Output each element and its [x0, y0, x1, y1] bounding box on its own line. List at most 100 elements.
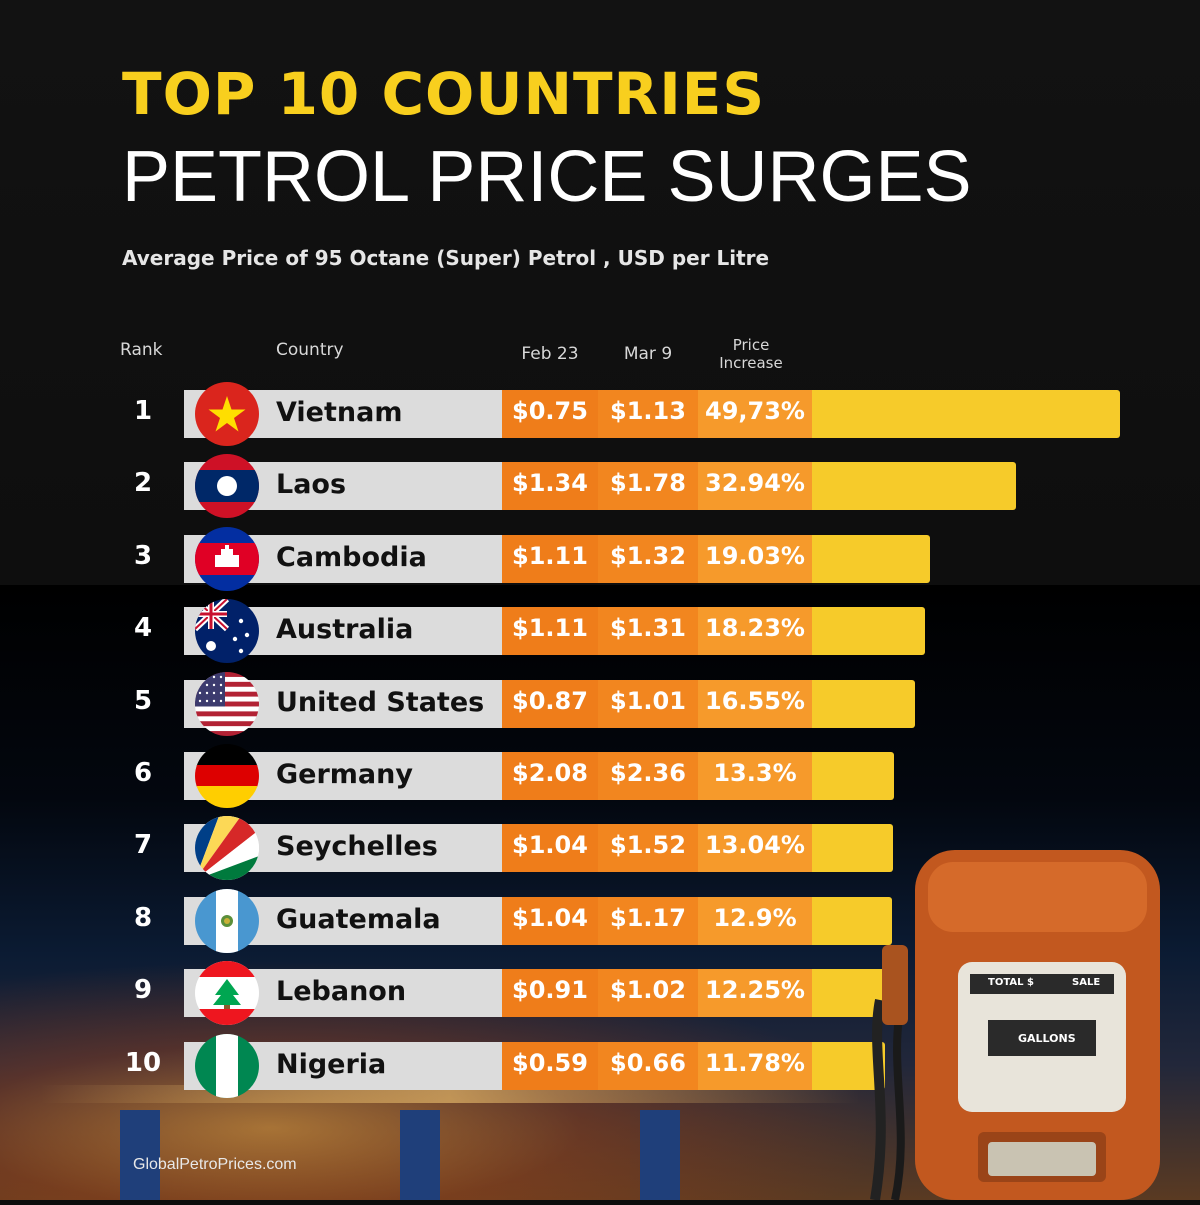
- rank-number: 5: [133, 685, 153, 716]
- increase-cell: [698, 390, 812, 438]
- rank-number: 2: [133, 468, 153, 499]
- mar-price: $0.66: [610, 1048, 686, 1077]
- pump-total-label: TOTAL $: [988, 977, 1034, 988]
- mar-price: $1.78: [610, 469, 686, 498]
- feb-cell: [502, 534, 598, 583]
- feb-price: $1.34: [512, 469, 588, 498]
- increase-cell: [698, 969, 812, 1018]
- increase-cell: [698, 679, 812, 728]
- pump-gallons-label: GALLONS: [1018, 1032, 1076, 1045]
- lebanon-flag-icon: [195, 961, 259, 1026]
- table-row: 4 Australia $1.11 $1.31 18.23%: [0, 599, 1200, 664]
- increase-column-header: Price Increase: [698, 336, 804, 372]
- title-line-2: PETROL PRICE SURGES: [122, 137, 972, 217]
- table-row: 5 United States $0.87 $1.01 16.55%: [0, 671, 1200, 736]
- rank-number: 10: [124, 1047, 162, 1078]
- mar-cell: [598, 679, 698, 728]
- feb-price: $0.75: [512, 397, 588, 425]
- increase-cell: [698, 1041, 812, 1090]
- country-name: Australia: [276, 614, 414, 646]
- table-row: 7 Seychelles $1.04 $1.52 13.04%: [0, 816, 1200, 881]
- feb-cell: [502, 969, 598, 1018]
- feb-price: $1.11: [512, 614, 588, 643]
- mar-cell: [598, 607, 698, 656]
- increase-cell: [698, 534, 812, 583]
- increase-cell: [698, 752, 812, 800]
- rank-number: 7: [133, 830, 153, 861]
- country-name: Laos: [276, 469, 347, 501]
- rank-number: 6: [133, 758, 153, 788]
- price-increase: 49,73%: [705, 397, 805, 425]
- table-row: 10 Nigeria $0.59 $0.66 11.78%: [0, 1033, 1200, 1098]
- rank-number: 4: [133, 613, 153, 644]
- increase-cell: [698, 824, 812, 873]
- cambodia-flag-icon: [195, 526, 259, 591]
- mar-cell: [598, 1041, 698, 1090]
- mar-cell: [598, 390, 698, 438]
- mar-cell: [598, 969, 698, 1018]
- price-increase: 16.55%: [705, 686, 805, 715]
- germany-flag-icon: [195, 744, 259, 808]
- country-name: Guatemala: [276, 903, 441, 935]
- increase-bar: [812, 896, 892, 945]
- vietnam-flag-icon: [195, 382, 259, 446]
- price-increase: 32.94%: [705, 469, 805, 498]
- seychelles-flag-icon: [195, 816, 259, 881]
- price-increase: 12.9%: [713, 903, 797, 932]
- station-pillar: [640, 1110, 680, 1200]
- australia-flag-icon: [195, 599, 259, 664]
- table-row: 8 Guatemala $1.04 $1.17 12.9%: [0, 888, 1200, 953]
- table-row: 2 Laos $1.34 $1.78 32.94%: [0, 454, 1200, 519]
- increase-bar: [812, 607, 926, 656]
- country-name: Lebanon: [276, 976, 407, 1008]
- country-name: Cambodia: [276, 541, 427, 573]
- rank-column-header: Rank: [120, 340, 163, 360]
- increase-header-line-1: Price: [732, 336, 770, 354]
- feb-cell: [502, 679, 598, 728]
- rank-number: 9: [133, 975, 153, 1006]
- country-column-header: Country: [276, 340, 344, 360]
- increase-bar: [812, 679, 915, 728]
- feb-cell: [502, 1041, 598, 1090]
- mar-cell: [598, 752, 698, 800]
- feb-cell: [502, 607, 598, 656]
- mar-price: $1.17: [610, 903, 686, 932]
- price-increase: 12.25%: [705, 976, 805, 1005]
- mar-price: $2.36: [610, 759, 686, 787]
- feb-cell: [502, 824, 598, 873]
- pump-sale-label: SALE: [1072, 977, 1101, 988]
- mar-price: $1.32: [610, 541, 686, 570]
- feb-price: $0.91: [512, 976, 588, 1005]
- rank-number: 1: [133, 396, 153, 426]
- laos-flag-icon: [195, 454, 259, 519]
- united-states-flag-icon: [195, 671, 259, 736]
- table-row: 1 Vietnam $0.75 $1.13 49,73%: [0, 382, 1200, 446]
- price-increase: 11.78%: [705, 1048, 805, 1077]
- gas-pump-image: TOTAL $ SALE GALLONS: [870, 850, 1200, 1201]
- station-pillar: [400, 1110, 440, 1200]
- increase-bar: [812, 462, 1017, 511]
- country-name: Germany: [276, 759, 413, 790]
- title-line-1: TOP 10 COUNTRIES: [122, 60, 766, 128]
- mar-cell: [598, 896, 698, 945]
- rank-number: 3: [133, 540, 153, 571]
- country-name: United States: [276, 686, 485, 718]
- mar-price: $1.52: [610, 831, 686, 860]
- increase-cell: [698, 462, 812, 511]
- price-increase: 13.04%: [705, 831, 805, 860]
- subtitle: Average Price of 95 Octane (Super) Petro…: [122, 246, 770, 270]
- feb-cell: [502, 390, 598, 438]
- mar-price: $1.01: [610, 686, 686, 715]
- country-name: Seychelles: [276, 831, 438, 863]
- increase-bar: [812, 534, 930, 583]
- price-increase: 18.23%: [705, 614, 805, 643]
- feb-column-header: Feb 23: [521, 344, 579, 364]
- feb-price: $1.11: [512, 541, 588, 570]
- feb-price: $1.04: [512, 831, 588, 860]
- country-name: Vietnam: [276, 397, 403, 428]
- mar-cell: [598, 824, 698, 873]
- mar-price: $1.13: [610, 397, 686, 425]
- mar-cell: [598, 462, 698, 511]
- increase-bar: [812, 752, 895, 800]
- mar-cell: [598, 534, 698, 583]
